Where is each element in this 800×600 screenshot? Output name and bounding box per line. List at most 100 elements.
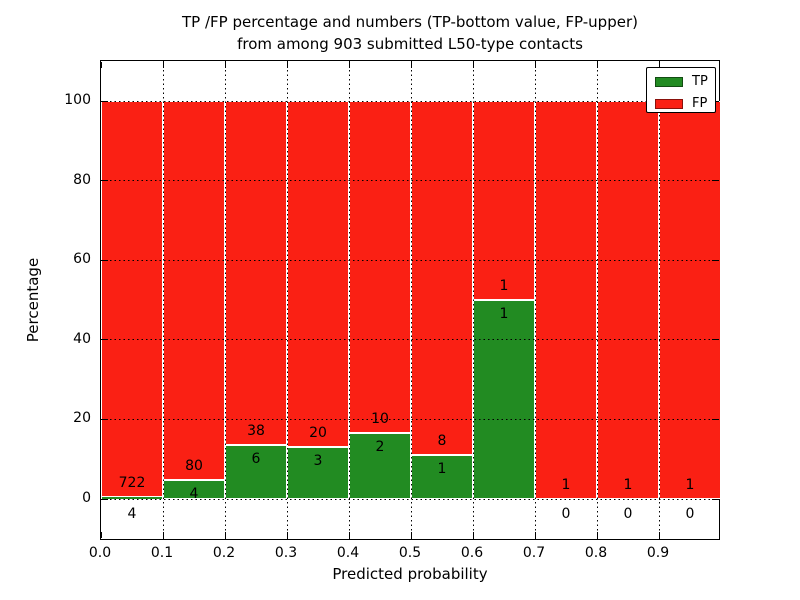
tp-count-label: 1 bbox=[437, 460, 447, 477]
fp-count-label: 8 bbox=[437, 432, 447, 449]
vertical-gridline bbox=[410, 61, 412, 539]
x-tick-mark bbox=[596, 532, 598, 538]
legend-swatch-tp-icon bbox=[655, 77, 683, 87]
y-tick-label: 80 bbox=[73, 171, 91, 188]
fp-bar-segment bbox=[473, 101, 535, 300]
x-tick-mark bbox=[410, 62, 412, 68]
fp-count-label: 80 bbox=[185, 458, 203, 475]
horizontal-gridline bbox=[101, 498, 719, 500]
x-tick-mark bbox=[658, 532, 660, 538]
tp-count-label: 0 bbox=[623, 506, 633, 522]
tp-bar-segment bbox=[287, 447, 349, 499]
x-tick-mark bbox=[596, 62, 598, 68]
tp-bar-segment bbox=[473, 300, 535, 499]
y-tick-label: 0 bbox=[82, 490, 91, 506]
vertical-gridline bbox=[162, 61, 164, 539]
vertical-gridline bbox=[596, 61, 598, 539]
y-tick-label: 100 bbox=[64, 92, 91, 108]
x-tick-mark bbox=[658, 62, 660, 68]
x-tick-mark bbox=[534, 62, 536, 68]
x-axis-label: Predicted probability bbox=[332, 565, 488, 583]
fp-bar-segment bbox=[349, 101, 411, 433]
y-tick-label: 20 bbox=[73, 410, 91, 427]
y-tick-mark bbox=[712, 259, 718, 261]
fp-bar-segment bbox=[535, 101, 597, 499]
legend-label: TP bbox=[692, 74, 708, 89]
x-tick-label: 0.1 bbox=[150, 545, 174, 561]
y-tick-mark bbox=[712, 418, 718, 420]
legend-label: FP bbox=[692, 96, 708, 111]
x-tick-label: 0.0 bbox=[88, 545, 112, 561]
horizontal-gridline bbox=[101, 339, 719, 341]
fp-count-label: 722 bbox=[118, 474, 146, 491]
y-tick-mark bbox=[102, 180, 108, 182]
y-tick-label: 60 bbox=[73, 251, 91, 268]
fp-bar-segment bbox=[225, 101, 287, 445]
x-tick-mark bbox=[348, 532, 350, 538]
x-tick-label: 0.3 bbox=[274, 545, 298, 561]
y-axis-label: Percentage bbox=[24, 257, 42, 343]
vertical-gridline bbox=[224, 61, 226, 539]
horizontal-gridline bbox=[101, 180, 719, 182]
x-tick-mark bbox=[472, 62, 474, 68]
fp-count-label: 20 bbox=[309, 425, 327, 442]
y-tick-mark bbox=[102, 418, 108, 420]
x-tick-mark bbox=[162, 532, 164, 538]
x-tick-mark bbox=[348, 62, 350, 68]
fp-count-label: 1 bbox=[623, 477, 633, 493]
fp-bar-segment bbox=[411, 101, 473, 455]
fp-count-label: 1 bbox=[685, 477, 695, 493]
x-tick-mark bbox=[224, 62, 226, 68]
tp-count-label: 2 bbox=[375, 438, 385, 455]
chart-title-line2: from among 903 submitted L50-type contac… bbox=[237, 35, 583, 53]
x-tick-label: 0.4 bbox=[336, 545, 360, 561]
fp-bar-segment bbox=[163, 101, 225, 481]
x-tick-mark bbox=[100, 62, 102, 68]
vertical-gridline bbox=[658, 61, 660, 539]
tp-bar-segment bbox=[225, 444, 287, 499]
tp-count-label: 0 bbox=[561, 506, 571, 522]
y-tick-mark bbox=[712, 339, 718, 341]
y-tick-label: 40 bbox=[73, 330, 91, 347]
x-tick-mark bbox=[286, 532, 288, 538]
vertical-gridline bbox=[348, 61, 350, 539]
y-tick-mark bbox=[712, 498, 718, 500]
tp-bar-segment bbox=[411, 454, 473, 499]
tp-count-label: 6 bbox=[251, 450, 261, 467]
x-tick-mark bbox=[162, 62, 164, 68]
chart-title: TP /FP percentage and numbers (TP-bottom… bbox=[100, 11, 720, 55]
x-tick-label: 0.7 bbox=[522, 545, 546, 561]
x-tick-mark bbox=[286, 62, 288, 68]
x-tick-mark bbox=[472, 532, 474, 538]
x-tick-label: 0.6 bbox=[460, 545, 484, 561]
tp-bar-segment bbox=[349, 432, 411, 499]
x-tick-label: 0.5 bbox=[398, 545, 422, 561]
x-tick-mark bbox=[534, 532, 536, 538]
fp-count-label: 38 bbox=[247, 422, 265, 439]
tp-count-label: 4 bbox=[189, 486, 199, 503]
tp-count-label: 4 bbox=[127, 506, 137, 522]
legend: TP FP bbox=[646, 67, 716, 113]
legend-swatch-fp-icon bbox=[655, 99, 683, 109]
fp-bar-segment bbox=[597, 101, 659, 499]
y-tick-mark bbox=[102, 498, 108, 500]
x-tick-mark bbox=[224, 532, 226, 538]
legend-item-tp: TP bbox=[655, 74, 708, 90]
y-tick-mark bbox=[102, 259, 108, 261]
tp-count-label: 0 bbox=[685, 506, 695, 522]
chart-title-line1: TP /FP percentage and numbers (TP-bottom… bbox=[182, 13, 638, 31]
horizontal-gridline bbox=[101, 259, 719, 261]
x-tick-label: 0.2 bbox=[212, 545, 236, 561]
vertical-gridline bbox=[472, 61, 474, 539]
legend-item-fp: FP bbox=[655, 96, 707, 112]
fp-count-label: 1 bbox=[561, 477, 571, 493]
y-tick-mark bbox=[102, 339, 108, 341]
vertical-gridline bbox=[286, 61, 288, 539]
x-tick-mark bbox=[100, 532, 102, 538]
fp-bar-segment bbox=[101, 101, 163, 497]
horizontal-gridline bbox=[101, 100, 719, 102]
fp-count-label: 10 bbox=[371, 410, 389, 427]
x-tick-mark bbox=[410, 532, 412, 538]
vertical-gridline bbox=[534, 61, 536, 539]
